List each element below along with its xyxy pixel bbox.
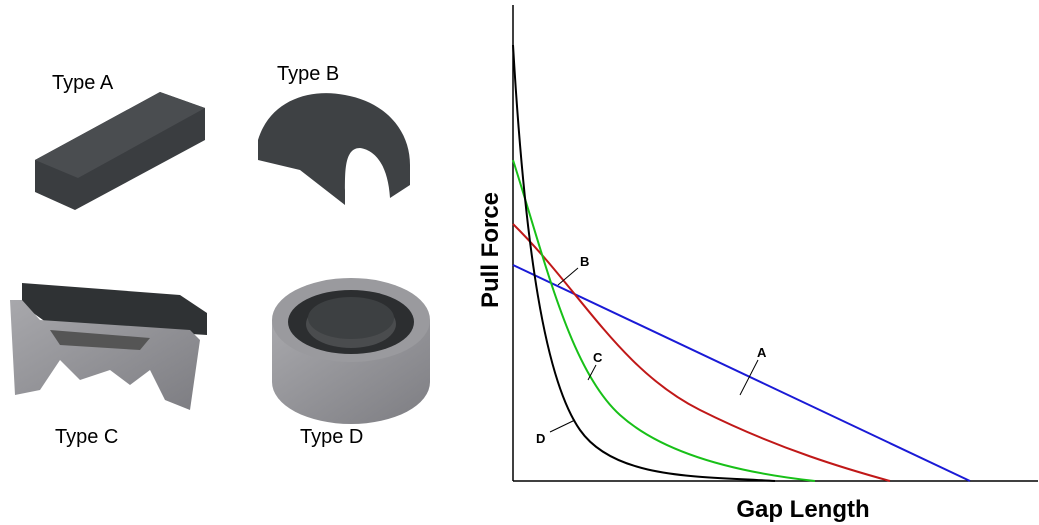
curve-label: C <box>593 350 603 365</box>
magnet-c <box>10 283 207 410</box>
magnet-a <box>35 92 205 210</box>
curve-c <box>513 160 815 481</box>
magnet-label: Type A <box>52 72 114 94</box>
x-axis-label: Gap Length <box>736 496 869 523</box>
chart: A B C D Pull Force Gap Length <box>477 5 1038 523</box>
curve-d <box>513 45 775 481</box>
leaders <box>550 268 758 432</box>
magnet-label: Type D <box>300 426 363 448</box>
curve-label: B <box>580 254 589 269</box>
magnet-label: Type B <box>277 63 339 85</box>
curve-b <box>513 224 890 481</box>
curve-a <box>513 265 970 481</box>
figure: Type A Type B Type C Type D A B C <box>0 0 1039 525</box>
page: Type A Type B Type C Type D A B C <box>0 0 1039 525</box>
magnet-label: Type C <box>55 426 118 448</box>
magnet-b <box>258 93 410 205</box>
magnet-d <box>272 278 430 424</box>
curve-label: D <box>536 431 545 446</box>
curve-label: A <box>757 345 767 360</box>
y-axis-label: Pull Force <box>477 192 504 308</box>
